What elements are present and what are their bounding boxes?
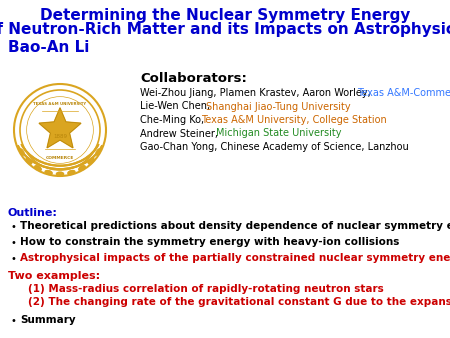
Ellipse shape [57,172,63,176]
Text: Theoretical predictions about density dependence of nuclear symmetry energy: Theoretical predictions about density de… [20,221,450,231]
Text: TEXAS A&M UNIVERSITY: TEXAS A&M UNIVERSITY [33,102,86,106]
Text: Texas A&M-Commerce: Texas A&M-Commerce [357,88,450,98]
Text: Summary: Summary [20,315,76,325]
Text: (1) Mass-radius correlation of rapidly-rotating neutron stars: (1) Mass-radius correlation of rapidly-r… [28,284,384,294]
Circle shape [27,97,93,163]
Text: Shanghai Jiao-Tung University: Shanghai Jiao-Tung University [206,101,351,112]
Ellipse shape [88,158,94,164]
Text: •: • [10,238,16,248]
Text: Wei-Zhou Jiang, Plamen Krastev, Aaron Worley,: Wei-Zhou Jiang, Plamen Krastev, Aaron Wo… [140,88,374,98]
Text: •: • [10,254,16,264]
Ellipse shape [68,171,75,174]
Text: Texas A&M University, College Station: Texas A&M University, College Station [201,115,387,125]
Text: Two examples:: Two examples: [8,271,100,281]
Ellipse shape [57,172,63,176]
Text: Bao-An Li: Bao-An Li [8,40,90,55]
Text: 1889: 1889 [53,134,67,139]
Text: Michigan State University: Michigan State University [216,128,341,139]
Ellipse shape [26,158,32,164]
Ellipse shape [26,158,32,164]
Text: Che-Ming Ko,: Che-Ming Ko, [140,115,207,125]
Ellipse shape [88,158,94,164]
Ellipse shape [45,171,52,174]
Text: Astrophysical impacts of the partially constrained nuclear symmetry energy: Astrophysical impacts of the partially c… [20,253,450,263]
Text: COMMERCE: COMMERCE [46,156,74,160]
Text: Determining the Nuclear Symmetry Energy: Determining the Nuclear Symmetry Energy [40,8,410,23]
Ellipse shape [35,166,41,170]
Text: of Neutron-Rich Matter and its Impacts on Astrophysics: of Neutron-Rich Matter and its Impacts o… [0,22,450,37]
Ellipse shape [79,166,85,170]
Text: How to constrain the symmetry energy with heavy-ion collisions: How to constrain the symmetry energy wit… [20,237,400,247]
Text: Andrew Steiner,: Andrew Steiner, [140,128,221,139]
Text: Outline:: Outline: [8,208,58,218]
Ellipse shape [96,149,100,155]
Ellipse shape [45,171,52,174]
Text: •: • [10,222,16,232]
Ellipse shape [68,171,75,174]
Polygon shape [39,108,81,148]
Ellipse shape [79,166,85,170]
Ellipse shape [35,166,41,170]
Text: Lie-Wen Chen,: Lie-Wen Chen, [140,101,213,112]
Text: (2) The changing rate of the gravitational constant G due to the expansion of th: (2) The changing rate of the gravitation… [28,297,450,307]
Text: Collaborators:: Collaborators: [140,72,247,85]
Ellipse shape [20,149,24,155]
Text: Gao-Chan Yong, Chinese Academy of Science, Lanzhou: Gao-Chan Yong, Chinese Academy of Scienc… [140,142,409,152]
Text: •: • [10,316,16,326]
